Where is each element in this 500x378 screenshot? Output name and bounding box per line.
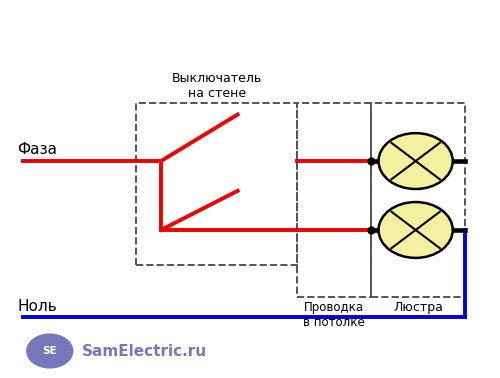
Point (367, 158, 375, 164)
Circle shape (378, 133, 452, 189)
Text: SamElectric.ru: SamElectric.ru (82, 344, 207, 358)
Bar (136, 103, 297, 265)
Circle shape (378, 202, 452, 258)
Circle shape (25, 332, 74, 370)
Text: Фаза: Фаза (18, 143, 58, 157)
Bar (297, 103, 371, 297)
Text: Ноль: Ноль (18, 299, 58, 314)
Point (367, 227, 375, 233)
Text: SE: SE (42, 346, 57, 356)
Bar (371, 103, 465, 297)
Text: Проводка
в потолке: Проводка в потолке (303, 301, 365, 329)
Text: Люстра: Люстра (393, 301, 443, 314)
Text: Выключатель
на стене: Выключатель на стене (172, 71, 262, 100)
